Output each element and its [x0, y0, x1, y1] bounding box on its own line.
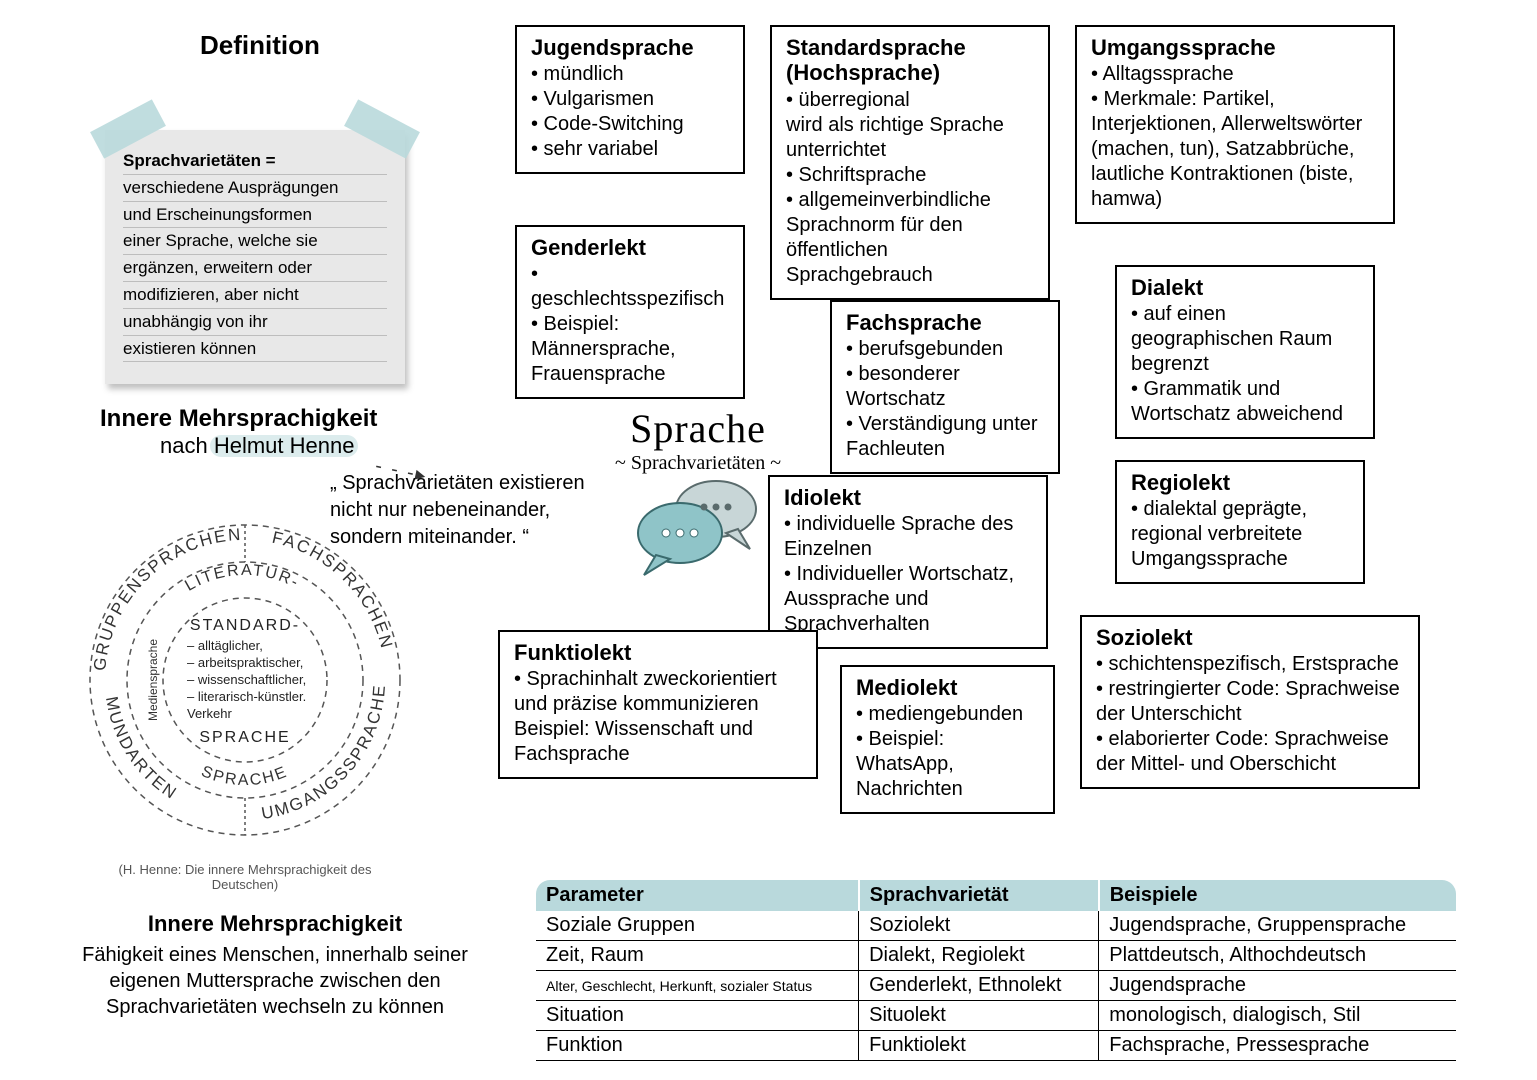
box-genderlekt: Genderlekt • geschlechtsspezifisch • Bei…	[515, 225, 745, 399]
box-title: Standardsprache (Hochsprache)	[786, 35, 1034, 86]
box-body: • mediengebunden • Beispiel: WhatsApp, N…	[856, 702, 1039, 802]
table-row: Alter, Geschlecht, Herkunft, sozialer St…	[536, 971, 1456, 1001]
box-title: Soziolekt	[1096, 625, 1404, 650]
box-title: Jugendsprache	[531, 35, 729, 60]
table-cell: Fachsprache, Pressesprache	[1099, 1031, 1456, 1061]
table-cell: Funktion	[536, 1031, 859, 1061]
table-cell: Jugendsprache	[1099, 971, 1456, 1001]
box-funktiolekt: Funktiolekt • Sprachinhalt zweckorientie…	[498, 630, 818, 779]
box-umgangssprache: Umgangssprache • Alltagssprache • Merkma…	[1075, 25, 1395, 224]
central-logo: Sprache ~ Sprachvarietäten ~	[615, 405, 781, 586]
table-row: SituationSituolektmonologisch, dialogisc…	[536, 1001, 1456, 1031]
box-title: Dialekt	[1131, 275, 1359, 300]
table-row: FunktionFunktiolektFachsprache, Pressesp…	[536, 1031, 1456, 1061]
box-mediolekt: Mediolekt • mediengebunden • Beispiel: W…	[840, 665, 1055, 814]
table-cell: Jugendsprache, Gruppensprache	[1099, 911, 1456, 941]
circle-diagram: GRUPPENSPRACHEN FACHSPRACHEN UMGANGSSPRA…	[65, 500, 425, 860]
innere-sub-prefix: nach	[160, 433, 214, 458]
box-standardsprache: Standardsprache (Hochsprache) • überregi…	[770, 25, 1050, 300]
box-body: • geschlechtsspezifisch • Beispiel: Männ…	[531, 262, 729, 387]
svg-text:STANDARD-: STANDARD-	[190, 617, 300, 634]
box-body: • auf einen geographischen Raum begrenzt…	[1131, 302, 1359, 427]
box-soziolekt: Soziolekt • schichtenspezifisch, Erstspr…	[1080, 615, 1420, 789]
box-title: Idiolekt	[784, 485, 1032, 510]
bottom-definition: Innere Mehrsprachigkeit Fähigkeit eines …	[65, 910, 485, 1020]
box-body: • dialektal geprägte, regional verbreite…	[1131, 497, 1349, 572]
box-jugendsprache: Jugendsprache • mündlich • Vulgarismen •…	[515, 25, 745, 174]
bottom-def-text: Fähigkeit eines Menschen, innerhalb sein…	[82, 944, 468, 1018]
note-line: unabhängig von ihr	[123, 309, 387, 336]
svg-text:– arbeitspraktischer,: – arbeitspraktischer,	[187, 655, 303, 670]
svg-text:Mediensprache: Mediensprache	[146, 639, 160, 721]
svg-text:– alltäglicher,: – alltäglicher,	[187, 638, 263, 653]
box-regiolekt: Regiolekt • dialektal geprägte, regional…	[1115, 460, 1365, 584]
box-body: • Sprachinhalt zweckorientiert und präzi…	[514, 667, 802, 767]
table-cell: Soziolekt	[859, 911, 1099, 941]
bottom-def-title: Innere Mehrsprachigkeit	[65, 910, 485, 939]
definition-note: Sprachvarietäten = verschiedene Ausprägu…	[105, 130, 405, 384]
box-title: Genderlekt	[531, 235, 729, 260]
note-line: existieren können	[123, 336, 387, 363]
box-dialekt: Dialekt • auf einen geographischen Raum …	[1115, 265, 1375, 439]
table-cell: Genderlekt, Ethnolekt	[859, 971, 1099, 1001]
table-cell: Soziale Gruppen	[536, 911, 859, 941]
box-title: Mediolekt	[856, 675, 1039, 700]
central-title: Sprache	[615, 405, 781, 452]
box-body: • Alltagssprache • Merkmale: Partikel, I…	[1091, 62, 1379, 212]
table-cell: Plattdeutsch, Althochdeutsch	[1099, 941, 1456, 971]
box-fachsprache: Fachsprache • berufsgebunden • besondere…	[830, 300, 1060, 474]
definition-heading: Definition	[200, 30, 320, 61]
svg-text:– wissenschaftlicher,: – wissenschaftlicher,	[187, 672, 306, 687]
svg-text:SPRACHE: SPRACHE	[199, 763, 291, 789]
table-cell: Alter, Geschlecht, Herkunft, sozialer St…	[536, 971, 859, 1001]
box-idiolekt: Idiolekt • individuelle Sprache des Einz…	[768, 475, 1048, 649]
innere-title: Innere Mehrsprachigkeit	[100, 405, 377, 433]
box-title: Umgangssprache	[1091, 35, 1379, 60]
box-body: • individuelle Sprache des Einzelnen • I…	[784, 512, 1032, 637]
box-title: Regiolekt	[1131, 470, 1349, 495]
box-body: • berufsgebunden • besonderer Wortschatz…	[846, 337, 1044, 462]
innere-title-block: Innere Mehrsprachigkeit nach Helmut Henn…	[100, 405, 377, 459]
table-header: Parameter	[536, 880, 859, 911]
table-cell: Situolekt	[859, 1001, 1099, 1031]
box-body: • überregional wird als richtige Sprache…	[786, 88, 1034, 288]
note-line: ergänzen, erweitern oder	[123, 255, 387, 282]
note-title: Sprachvarietäten =	[123, 151, 276, 170]
svg-text:– literarisch-künstler.: – literarisch-künstler.	[187, 689, 306, 704]
svg-text:Verkehr: Verkehr	[187, 706, 232, 721]
table-cell: Zeit, Raum	[536, 941, 859, 971]
table-cell: Situation	[536, 1001, 859, 1031]
speech-bubbles-icon	[628, 471, 768, 581]
table-cell: Dialekt, Regiolekt	[859, 941, 1099, 971]
table-header: Sprachvarietät	[859, 880, 1099, 911]
svg-text:LITERATUR-: LITERATUR-	[182, 562, 302, 595]
parameter-table: ParameterSprachvarietätBeispiele Soziale…	[536, 880, 1456, 1061]
table-header: Beispiele	[1099, 880, 1456, 911]
note-line: einer Sprache, welche sie	[123, 228, 387, 255]
circle-caption: (H. Henne: Die innere Mehrsprachigkeit d…	[95, 862, 395, 892]
table-cell: Funktiolekt	[859, 1031, 1099, 1061]
box-title: Fachsprache	[846, 310, 1044, 335]
box-title: Funktiolekt	[514, 640, 802, 665]
table-row: Soziale GruppenSoziolektJugendsprache, G…	[536, 911, 1456, 941]
note-line: verschiedene Ausprägungen	[123, 175, 387, 202]
table-cell: monologisch, dialogisch, Stil	[1099, 1001, 1456, 1031]
note-line: und Erscheinungsformen	[123, 202, 387, 229]
table-row: Zeit, RaumDialekt, RegiolektPlattdeutsch…	[536, 941, 1456, 971]
box-body: • schichtenspezifisch, Erstsprache • res…	[1096, 652, 1404, 777]
note-line: modifizieren, aber nicht	[123, 282, 387, 309]
innere-sub-highlight: Helmut Henne	[214, 433, 355, 459]
box-body: • mündlich • Vulgarismen • Code-Switchin…	[531, 62, 729, 162]
svg-text:SPRACHE: SPRACHE	[199, 729, 290, 746]
